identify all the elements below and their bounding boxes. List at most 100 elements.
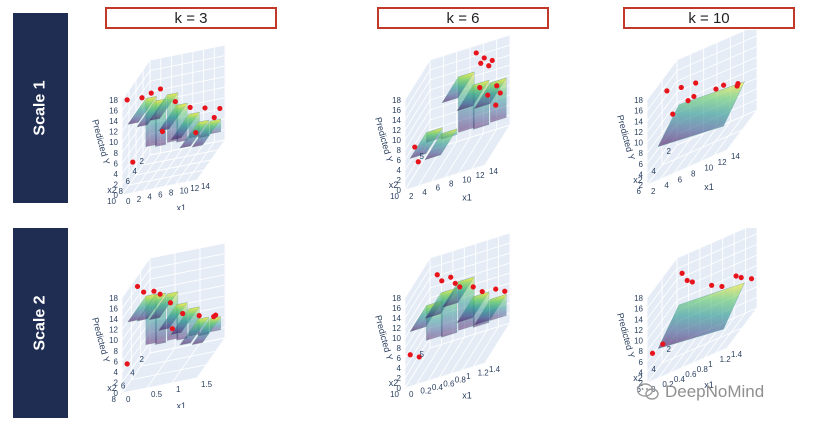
z-tick-label: 4 <box>397 364 402 373</box>
z-tick-label: 14 <box>634 117 643 126</box>
z-tick-label: 16 <box>392 106 401 115</box>
x-tick-label: 0.2 <box>662 380 674 389</box>
prediction-surface <box>409 71 507 161</box>
data-point <box>124 97 130 103</box>
data-point <box>196 313 202 319</box>
data-point <box>439 278 445 284</box>
data-point <box>202 105 208 111</box>
data-point <box>167 300 174 306</box>
data-point <box>157 86 164 92</box>
z-tick-label: 12 <box>634 128 643 137</box>
x-tick-label: 14 <box>731 152 740 161</box>
y-axis-title: x2 <box>633 373 643 383</box>
z-tick-label: 0 <box>397 384 402 393</box>
data-point <box>412 144 418 150</box>
x-tick-label: 10 <box>462 175 471 184</box>
x-tick-label: 0.6 <box>685 370 697 379</box>
z-tick-label: 8 <box>114 149 119 158</box>
y-axis-title: x2 <box>107 185 117 195</box>
y-tick-label: 4 <box>130 368 135 377</box>
data-point <box>130 159 136 165</box>
x-tick-label: 4 <box>664 181 669 190</box>
data-point <box>691 93 697 100</box>
x-tick-label: 12 <box>190 184 199 193</box>
plot-scale2-k10[interactable]: 18 16 14 12 10 8 6 4 2 0 0.2 0.4 0.6 0.8 1 1.2 1.4 2 4 6 Pre… <box>607 228 822 408</box>
data-point <box>670 111 676 117</box>
z-tick-label: 4 <box>114 170 119 179</box>
y-tick-label: 4 <box>652 167 657 176</box>
y-tick-label: 6 <box>121 382 126 391</box>
z-tick-label: 6 <box>639 358 644 367</box>
data-point <box>493 286 499 292</box>
data-point <box>748 276 755 282</box>
z-tick-label: 0 <box>114 191 119 200</box>
row-label-text: Scale 2 <box>31 295 49 351</box>
z-tick-label: 16 <box>392 304 401 313</box>
data-point <box>159 128 166 135</box>
z-tick-label: 14 <box>109 117 118 126</box>
z-tick-label: 6 <box>639 160 644 169</box>
y-tick-label: 8 <box>112 395 117 404</box>
prediction-surface <box>657 81 745 148</box>
z-tick-label: 16 <box>109 305 118 314</box>
z-tick-label: 12 <box>634 326 643 335</box>
data-point <box>470 284 476 290</box>
z-tick-label: 6 <box>114 357 119 366</box>
z-tick-label: 10 <box>392 136 401 145</box>
y-axis-title: x2 <box>633 175 643 185</box>
data-point <box>489 57 495 64</box>
y-tick-label: 2 <box>667 147 672 156</box>
z-tick-label: 10 <box>392 334 401 343</box>
data-point <box>678 84 684 91</box>
x-tick-label: 12 <box>476 171 485 180</box>
data-point <box>685 98 691 104</box>
x-axis-title: x1 <box>462 390 472 400</box>
z-tick-label: 14 <box>392 116 401 125</box>
y-tick-label: 10 <box>390 192 399 201</box>
plot-scale2-k6[interactable]: 18 16 14 12 10 8 6 4 2 0 0 0.2 0.4 0.6 0.8 1 1.2 1.4 5 10 Pr… <box>355 228 570 408</box>
x-tick-label: 6 <box>436 184 441 193</box>
x-tick-label: 0.4 <box>432 383 444 392</box>
z-tick-label: 8 <box>397 344 402 353</box>
column-title-k6: k = 6 <box>377 7 549 29</box>
z-tick-label: 18 <box>634 96 643 105</box>
x-tick-label: 12 <box>718 158 727 167</box>
y-tick-label: 5 <box>420 152 425 161</box>
data-point <box>479 288 485 295</box>
x-tick-label: 6 <box>678 175 683 184</box>
data-point <box>416 354 422 360</box>
data-point <box>407 352 413 358</box>
data-point <box>141 289 147 295</box>
prediction-surface <box>657 282 745 349</box>
z-tick-label: 8 <box>639 149 644 158</box>
z-tick-label: 18 <box>392 96 401 105</box>
z-tick-label: 2 <box>639 181 644 190</box>
data-point <box>457 284 463 290</box>
z-tick-label: 4 <box>397 166 402 175</box>
y-tick-label: 2 <box>667 345 672 354</box>
plot-scale1-k3[interactable]: 18 16 14 12 10 8 6 4 2 0 0 2 4 6 8 10 12 14 2 4 6 8 10 Predicte… <box>70 30 285 210</box>
prediction-surface <box>127 92 222 149</box>
z-tick-label: 2 <box>639 379 644 388</box>
z-tick-label: 16 <box>109 107 118 116</box>
x-axis-title: x1 <box>176 203 186 210</box>
y-axis-title: x2 <box>389 180 399 190</box>
z-tick-label: 4 <box>639 170 644 179</box>
y-tick-label: 2 <box>140 157 145 166</box>
row-label-scale-2: Scale 2 <box>13 228 68 418</box>
x-axis-title: x1 <box>704 380 714 390</box>
x-tick-label: 0.8 <box>697 365 709 374</box>
x-tick-label: 8 <box>169 188 174 197</box>
x-tick-label: 10 <box>180 186 189 195</box>
z-tick-label: 18 <box>109 294 118 303</box>
data-point <box>649 350 656 356</box>
data-point <box>134 283 141 290</box>
data-point <box>721 82 727 88</box>
z-tick-label: 14 <box>109 315 118 324</box>
data-point <box>452 280 458 286</box>
x-tick-label: 1 <box>466 372 471 381</box>
z-tick-label: 12 <box>392 126 401 135</box>
